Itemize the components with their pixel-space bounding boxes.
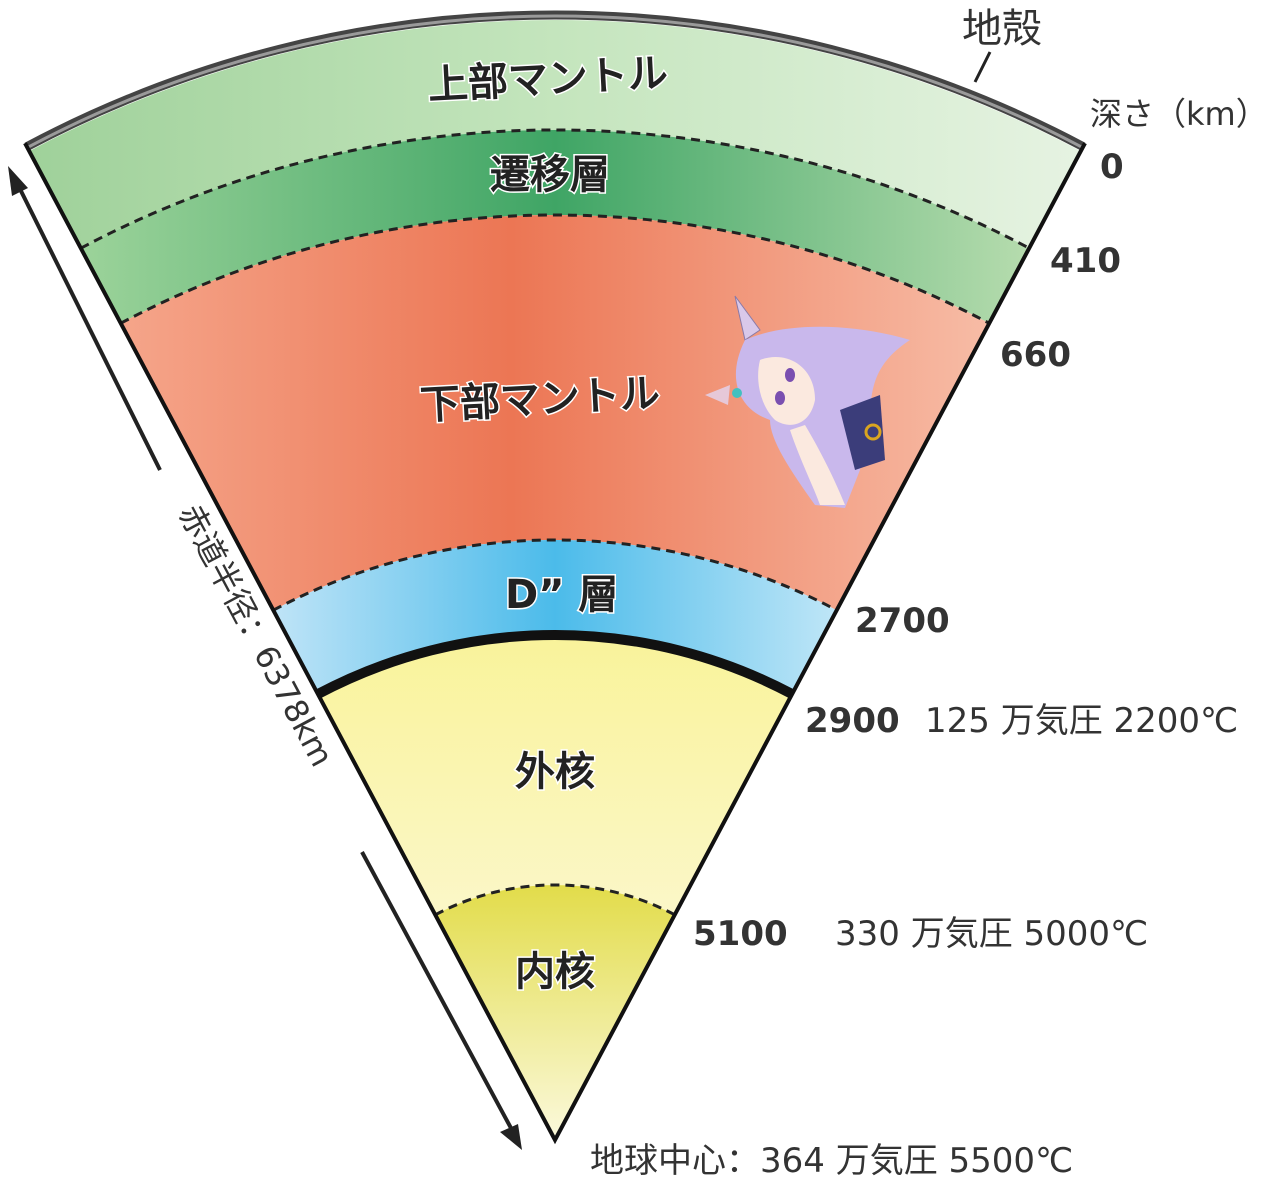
center-conditions: 地球中心：364 万気圧 5500℃ <box>590 1141 1073 1178</box>
crust-pointer-line <box>973 51 992 83</box>
conditions-5100: 330 万気圧 5000℃ <box>835 914 1148 954</box>
depth-5100: 5100 <box>693 914 788 954</box>
radius-arrow-down <box>360 851 522 1150</box>
transition-zone-region <box>80 129 1030 324</box>
outer-core-label: 外核 <box>515 749 595 795</box>
boundary-660 <box>119 213 991 325</box>
depth-410: 410 <box>1050 241 1121 281</box>
anime-character-sticker <box>705 295 910 508</box>
boundary-2700 <box>272 538 838 612</box>
d-double-prime-label: D” 層 <box>505 572 618 618</box>
crust-label: 地殻 <box>962 6 1042 52</box>
radius-arrow-up <box>8 166 162 471</box>
depth-660: 660 <box>1000 335 1071 375</box>
outer-core-region <box>317 634 793 915</box>
d-double-prime-region <box>273 539 837 695</box>
wedge-edges <box>23 142 1087 1145</box>
depth-2900: 2900 <box>805 701 900 741</box>
depth-0: 0 <box>1100 147 1124 187</box>
conditions-2900: 125 万気圧 2200℃ <box>925 701 1238 741</box>
inner-core-label: 内核 <box>515 949 595 995</box>
boundary-5100 <box>434 883 676 917</box>
depth-header: 深さ（km） <box>1090 95 1268 133</box>
upper-mantle-region <box>29 20 1081 249</box>
depth-2700: 2700 <box>855 601 950 641</box>
crust-band-highlight <box>26 14 1084 149</box>
transition-zone-label: 遷移層 <box>490 152 610 198</box>
inner-core-region <box>435 884 675 1140</box>
core-mantle-boundary <box>315 630 795 699</box>
lower-mantle-region <box>120 215 990 611</box>
